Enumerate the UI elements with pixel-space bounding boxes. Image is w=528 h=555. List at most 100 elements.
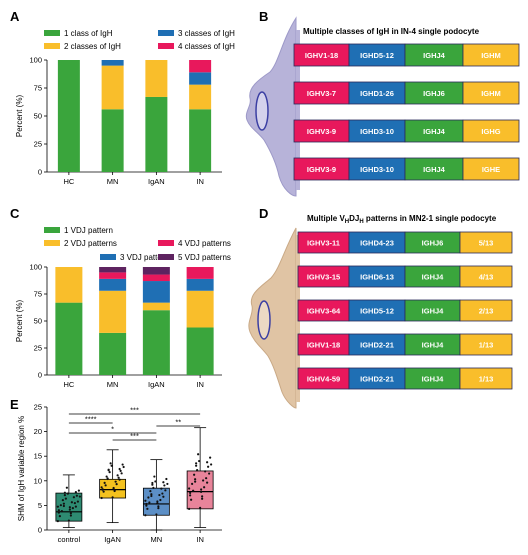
point-2-7: [163, 484, 166, 487]
legend-swatch-1: [44, 43, 60, 49]
bar-MN-4: [99, 267, 127, 273]
point-1-8: [102, 490, 105, 493]
point-2-8: [146, 507, 149, 510]
diagram-d-title: Multiple VHDJH patterns in MN2-1 single …: [307, 214, 497, 225]
point-3-23: [188, 487, 191, 490]
point-0-3: [74, 505, 77, 508]
legend-label-0: 1 class of IgH: [64, 29, 113, 38]
point-3-19: [210, 463, 213, 466]
comparison-label-4: ***: [130, 432, 139, 441]
segment-label-0-0: IGHV1-18: [305, 51, 338, 60]
segment-3-3: [459, 333, 513, 356]
segment-label-1-2: IGHJ6: [423, 89, 445, 98]
segment-label-1-3: IGHM: [481, 89, 501, 98]
bar-IgAN-0: [145, 96, 168, 172]
point-2-24: [150, 494, 153, 498]
point-2-12: [147, 496, 150, 499]
point-3-2: [200, 488, 203, 491]
segment-label-0-3: 5/13: [479, 239, 494, 248]
point-0-14: [71, 507, 74, 510]
point-0-22: [73, 501, 76, 505]
legend-swatch-3: [158, 43, 174, 49]
point-2-20: [149, 489, 152, 493]
point-2-21: [155, 513, 158, 516]
bar-IgAN-3: [142, 274, 170, 282]
point-3-13: [197, 453, 200, 456]
bar-IN-2: [189, 72, 212, 85]
point-2-9: [152, 486, 155, 489]
segment-label-1-0: IGHV3-15: [307, 273, 340, 282]
point-2-18: [160, 487, 163, 490]
nucleus-d-icon: [257, 300, 271, 340]
segment-1-3: [462, 81, 520, 105]
segment-label-3-2: IGHJ4: [422, 341, 445, 350]
segment-label-3-1: IGHD2-21: [360, 341, 394, 350]
diagram-b-title: Multiple classes of IgH in IN-4 single p…: [303, 27, 480, 36]
y-tick-label: 100: [29, 56, 42, 65]
legend-swatch-2: [100, 254, 116, 260]
comparison-label-0: ***: [130, 406, 139, 415]
point-2-11: [164, 489, 167, 492]
legend-label-2: 3 VDJ patterns: [120, 253, 173, 262]
point-0-20: [61, 499, 64, 502]
segment-label-0-3: IGHM: [481, 51, 501, 60]
point-3-0: [188, 507, 191, 510]
segment-label-3-3: 1/13: [479, 341, 494, 350]
legend-swatch-1: [44, 240, 60, 246]
bar-IgAN-4: [142, 267, 170, 275]
point-1-14: [115, 483, 118, 486]
point-2-17: [154, 480, 157, 483]
point-0-15: [77, 489, 80, 492]
diagram-d-rows: IGHV3-11 IGHD4-23 IGHJ6 5/13 IGHV3-15 IGHD6-1…: [297, 231, 513, 390]
segment-label-4-1: IGHD2-21: [360, 375, 394, 384]
point-1-29: [113, 489, 116, 493]
point-3-26: [206, 461, 209, 464]
point-0-16: [60, 509, 63, 513]
segment-0-3: [462, 43, 520, 67]
point-3-21: [199, 506, 202, 509]
legend-label-2: 3 classes of IgH: [178, 29, 235, 38]
point-2-28: [151, 483, 154, 486]
point-1-9: [108, 471, 111, 474]
bar-IN-0: [189, 109, 212, 172]
diagram-b-rows: IGHV1-18 IGHD5-12 IGHJ4 IGHM IGHV3-7 IGHD1-26…: [293, 43, 520, 181]
point-2-22: [161, 492, 164, 495]
legend-label-3: 4 classes of IgH: [178, 42, 235, 51]
point-0-11: [76, 500, 79, 503]
point-1-27: [101, 488, 104, 491]
point-1-19: [122, 465, 125, 469]
bar-MN-1: [101, 65, 124, 110]
point-1-17: [110, 464, 113, 467]
segment-label-4-3: 1/13: [479, 375, 494, 384]
bar-IN-2: [186, 278, 214, 291]
y-tick-label: 0: [38, 526, 42, 535]
point-3-17: [198, 459, 201, 463]
y-tick-label: 5: [38, 501, 42, 510]
point-0-5: [63, 491, 66, 494]
comparison-label-3: **: [175, 418, 181, 427]
segment-label-0-0: IGHV3-11: [307, 239, 340, 248]
y-tick-label: 25: [34, 140, 42, 149]
point-3-10: [202, 479, 205, 482]
segment-label-1-3: 4/13: [479, 273, 494, 282]
point-3-1: [194, 478, 197, 481]
legend-label-4: 5 VDJ patterns: [178, 253, 231, 262]
point-2-1: [150, 493, 153, 496]
y-axis-label: Percent (%): [15, 95, 24, 138]
podocyte-cell-b-icon: [245, 16, 297, 197]
point-2-27: [145, 504, 148, 507]
y-axis-label: SHM of IgH variable region %: [17, 416, 26, 521]
point-1-3: [118, 478, 121, 481]
point-3-24: [194, 480, 197, 483]
panel-label-b: B: [259, 9, 268, 24]
legend-label-0: 1 VDJ pattern: [64, 226, 113, 235]
segment-label-2-0: IGHV3-9: [307, 127, 336, 136]
y-tick-label: 10: [34, 476, 42, 485]
y-axis-label: Percent (%): [15, 300, 24, 343]
y-tick-label: 0: [38, 371, 42, 380]
y-tick-label: 50: [34, 317, 42, 326]
legend-label-1: 2 classes of IgH: [64, 42, 121, 51]
point-1-21: [111, 496, 114, 499]
legend-label-3: 4 VDJ patterns: [178, 239, 231, 248]
